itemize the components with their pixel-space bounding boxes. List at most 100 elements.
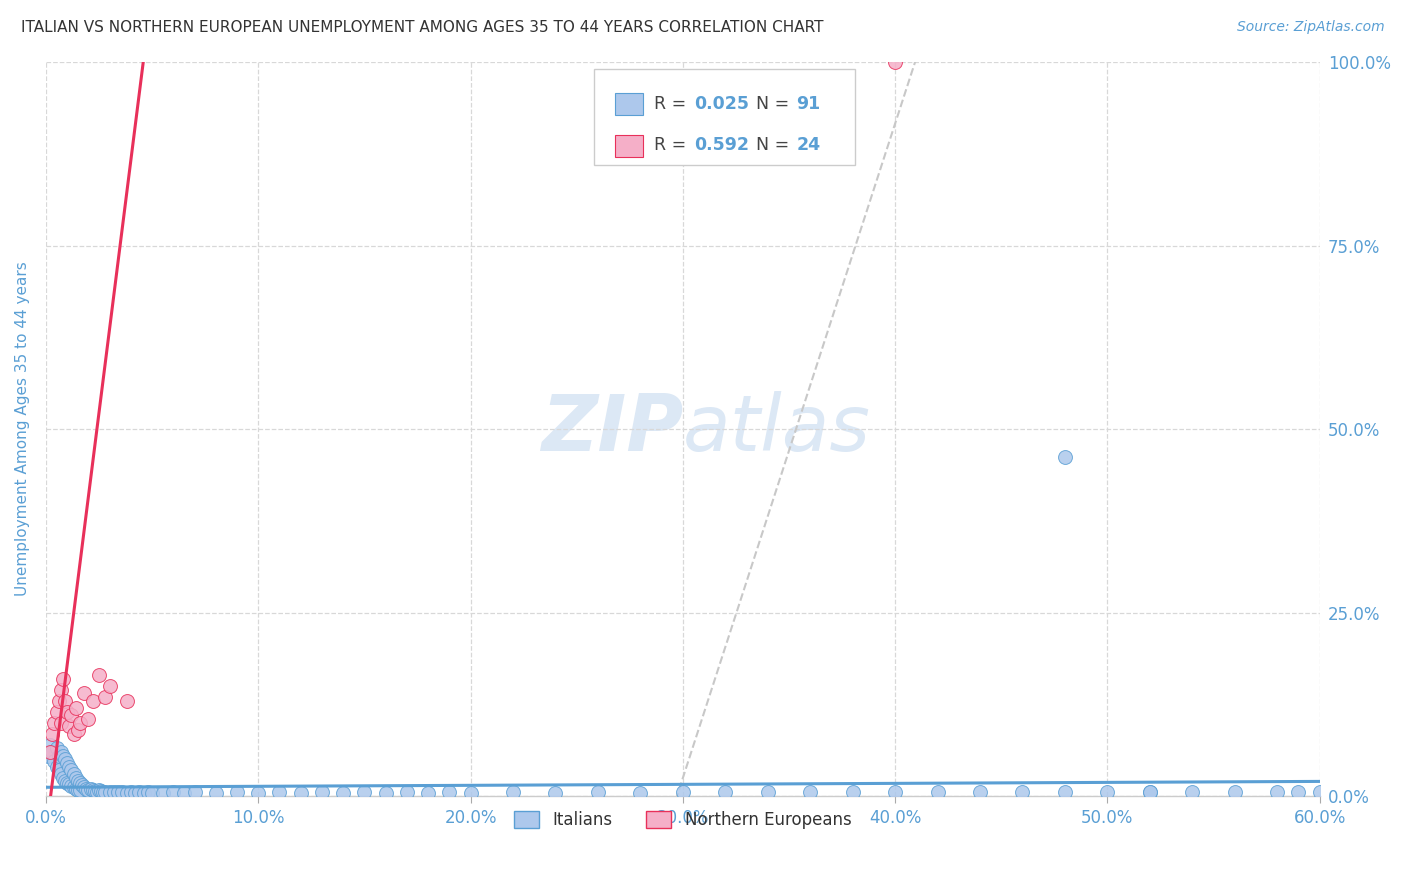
Point bbox=[183, 785, 205, 799]
Point bbox=[1139, 785, 1161, 799]
Point bbox=[58, 777, 80, 791]
Point bbox=[799, 785, 821, 799]
Point bbox=[86, 785, 108, 799]
Text: ZIP: ZIP bbox=[540, 391, 683, 467]
Point bbox=[132, 786, 155, 800]
Point bbox=[41, 727, 63, 741]
Point bbox=[53, 752, 76, 766]
Point bbox=[1011, 785, 1033, 799]
Text: atlas: atlas bbox=[683, 391, 870, 467]
Point bbox=[82, 694, 104, 708]
Point bbox=[247, 786, 270, 800]
Point bbox=[672, 785, 695, 799]
Point bbox=[69, 776, 91, 790]
Point bbox=[66, 723, 89, 737]
Point bbox=[1139, 785, 1161, 799]
Point bbox=[65, 701, 87, 715]
Point bbox=[136, 785, 159, 799]
Point bbox=[56, 776, 79, 790]
Point bbox=[290, 786, 312, 800]
Point bbox=[82, 783, 104, 797]
Point bbox=[269, 785, 291, 799]
Point bbox=[44, 715, 66, 730]
Point bbox=[714, 785, 737, 799]
FancyBboxPatch shape bbox=[593, 70, 855, 165]
Point bbox=[111, 785, 134, 799]
Point bbox=[45, 741, 67, 756]
Point bbox=[311, 785, 333, 799]
Point bbox=[1265, 785, 1288, 799]
Point bbox=[162, 785, 184, 799]
Point bbox=[120, 785, 142, 799]
Point bbox=[1309, 785, 1331, 799]
Point bbox=[60, 708, 83, 723]
Point bbox=[90, 784, 112, 798]
Point bbox=[226, 785, 249, 799]
Point bbox=[53, 694, 76, 708]
Point bbox=[94, 785, 117, 799]
Point bbox=[79, 781, 101, 796]
FancyBboxPatch shape bbox=[616, 94, 644, 115]
Point bbox=[1286, 785, 1309, 799]
Point bbox=[62, 780, 84, 795]
Point bbox=[416, 786, 439, 800]
Point bbox=[460, 786, 482, 800]
Point bbox=[56, 705, 79, 719]
Text: R =: R = bbox=[654, 136, 692, 154]
Point bbox=[66, 774, 89, 789]
Point bbox=[103, 785, 125, 799]
Point bbox=[87, 668, 110, 682]
Point bbox=[60, 764, 83, 778]
Point bbox=[62, 767, 84, 781]
Point bbox=[1053, 785, 1076, 799]
Point bbox=[98, 679, 121, 693]
Point bbox=[52, 771, 75, 785]
Point bbox=[77, 712, 100, 726]
Point bbox=[41, 745, 63, 759]
Point bbox=[45, 760, 67, 774]
Point bbox=[45, 705, 67, 719]
Point bbox=[49, 715, 72, 730]
Point bbox=[152, 786, 174, 800]
Point bbox=[37, 748, 59, 763]
Point bbox=[58, 760, 80, 774]
Point bbox=[49, 682, 72, 697]
Point bbox=[77, 783, 100, 797]
Point bbox=[69, 715, 91, 730]
FancyBboxPatch shape bbox=[616, 135, 644, 157]
Point bbox=[98, 785, 121, 799]
Point bbox=[48, 748, 70, 763]
Point bbox=[53, 774, 76, 789]
Point bbox=[56, 756, 79, 770]
Point bbox=[75, 781, 97, 796]
Point bbox=[204, 786, 226, 800]
Text: 24: 24 bbox=[796, 136, 820, 154]
Point bbox=[62, 727, 84, 741]
Point bbox=[39, 745, 62, 759]
Point bbox=[395, 785, 418, 799]
Point bbox=[884, 785, 907, 799]
Point bbox=[107, 785, 129, 799]
Text: 0.592: 0.592 bbox=[695, 136, 749, 154]
Point bbox=[115, 786, 138, 800]
Text: N =: N = bbox=[745, 136, 794, 154]
Text: 91: 91 bbox=[796, 95, 821, 112]
Point bbox=[884, 55, 907, 70]
Point bbox=[52, 672, 75, 686]
Point bbox=[73, 686, 96, 700]
Point bbox=[756, 785, 779, 799]
Point bbox=[83, 784, 105, 798]
Text: N =: N = bbox=[745, 95, 794, 112]
Point bbox=[39, 738, 62, 752]
Point bbox=[66, 783, 89, 797]
Text: 0.025: 0.025 bbox=[695, 95, 749, 112]
Point bbox=[124, 786, 146, 800]
Point bbox=[91, 785, 114, 799]
Point bbox=[48, 694, 70, 708]
Point bbox=[586, 785, 609, 799]
Point bbox=[65, 781, 87, 796]
Point bbox=[60, 779, 83, 793]
Point bbox=[49, 745, 72, 759]
Legend: Italians, Northern Europeans: Italians, Northern Europeans bbox=[508, 804, 858, 836]
Point bbox=[44, 754, 66, 768]
